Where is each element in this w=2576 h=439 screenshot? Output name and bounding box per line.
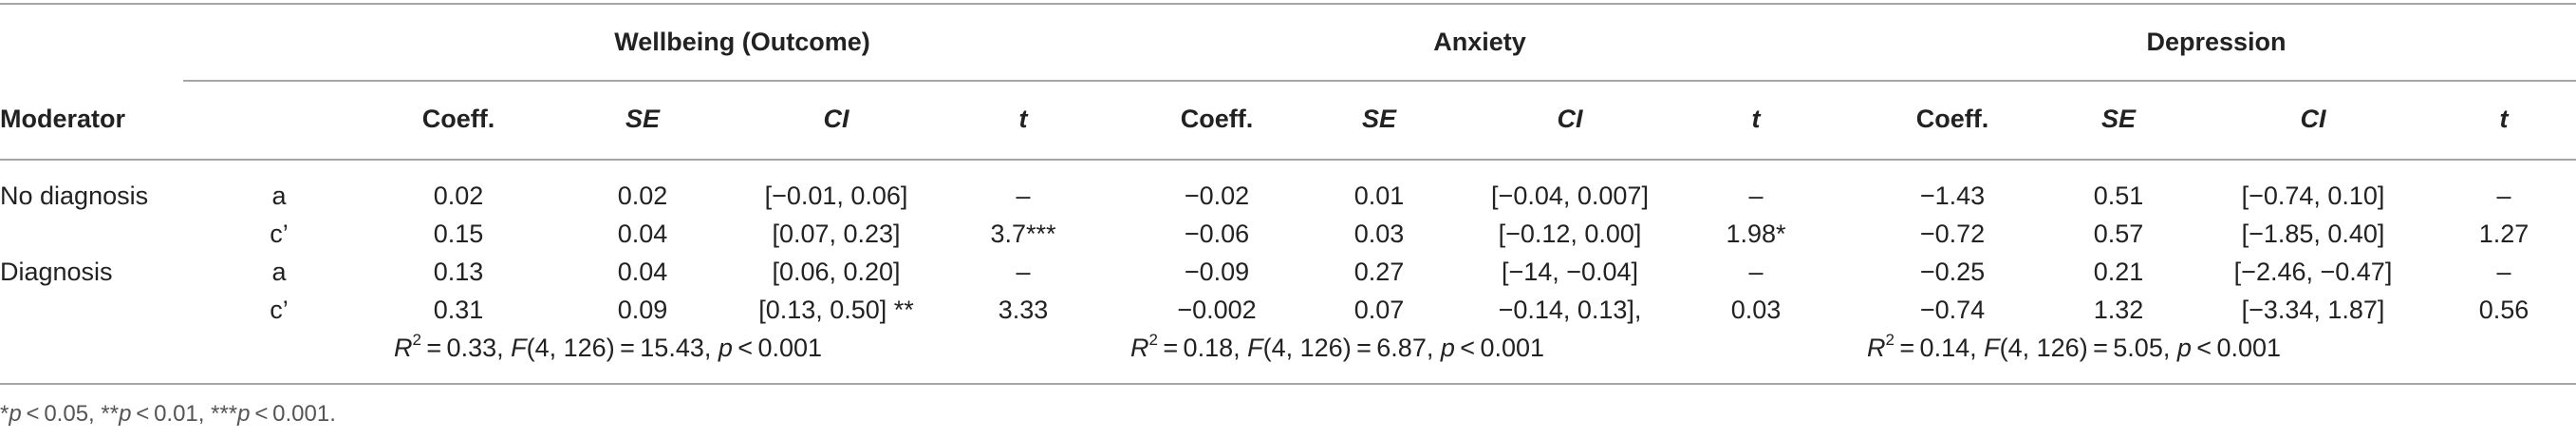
wellbeing-t-cell: 3.7*** bbox=[990, 220, 1056, 248]
anxiety-se-cell: 0.07 bbox=[1353, 296, 1405, 324]
depression-coeff-cell: −1.43 bbox=[1919, 181, 1986, 210]
wellbeing-ci-cell: [0.06, 0.20] bbox=[772, 258, 901, 286]
column-header-rule bbox=[0, 159, 2576, 161]
wellbeing-coeff-cell: 0.15 bbox=[433, 220, 484, 248]
group-header-rule bbox=[183, 80, 2576, 82]
df-value: 4, 126 bbox=[2007, 334, 2080, 362]
depression-se-cell: 0.57 bbox=[2093, 220, 2144, 248]
r2-value: 0.14 bbox=[1919, 334, 1970, 362]
df-value: 4, 126 bbox=[1271, 334, 1343, 362]
group-header-wellbeing: Wellbeing (Outcome) bbox=[614, 28, 870, 56]
path-cell: c’ bbox=[270, 220, 289, 248]
p-value: 0.001 bbox=[757, 334, 823, 362]
anxiety-coeff-cell: −0.02 bbox=[1184, 181, 1250, 210]
depression-se-cell: 0.21 bbox=[2093, 258, 2144, 286]
col-header-ci-wellbeing: CI bbox=[823, 105, 849, 133]
anxiety-se-cell: 0.01 bbox=[1353, 181, 1405, 210]
depression-se-cell: 0.51 bbox=[2093, 181, 2144, 210]
group-header-depression: Depression bbox=[2146, 28, 2287, 56]
anxiety-coeff-cell: −0.09 bbox=[1184, 258, 1250, 286]
wellbeing-coeff-cell: 0.31 bbox=[433, 296, 484, 324]
anxiety-ci-cell: [−0.12, 0.00] bbox=[1498, 220, 1642, 248]
wellbeing-t-cell: – bbox=[1016, 258, 1031, 286]
path-cell: c’ bbox=[270, 296, 289, 324]
depression-ci-cell: [−2.46, −0.47] bbox=[2233, 258, 2393, 286]
depression-t-cell: 1.27 bbox=[2478, 220, 2529, 248]
anxiety-t-cell: 1.98* bbox=[1726, 220, 1786, 248]
top-rule bbox=[0, 3, 2576, 5]
wellbeing-se-cell: 0.04 bbox=[617, 220, 668, 248]
p-value: 0.001 bbox=[1480, 334, 1545, 362]
wellbeing-ci-cell: [0.13, 0.50] ** bbox=[758, 296, 914, 324]
depression-coeff-cell: −0.25 bbox=[1919, 258, 1986, 286]
col-header-ci-anxiety: CI bbox=[1557, 105, 1583, 133]
col-header-t-depression: t bbox=[2499, 105, 2509, 133]
depression-ci-cell: [−3.34, 1.87] bbox=[2241, 296, 2385, 324]
bottom-rule bbox=[0, 383, 2576, 385]
wellbeing-se-cell: 0.02 bbox=[617, 181, 668, 210]
wellbeing-coeff-cell: 0.13 bbox=[433, 258, 484, 286]
depression-coeff-cell: −0.72 bbox=[1919, 220, 1986, 248]
col-header-coeff-anxiety: Coeff. bbox=[1180, 105, 1254, 133]
moderator-cell: No diagnosis bbox=[0, 181, 149, 210]
wellbeing-t-cell: 3.33 bbox=[998, 296, 1049, 324]
depression-ci-cell: [−1.85, 0.40] bbox=[2241, 220, 2385, 248]
wellbeing-coeff-cell: 0.02 bbox=[433, 181, 484, 210]
anxiety-ci-cell: −0.14, 0.13], bbox=[1498, 296, 1642, 324]
wellbeing-ci-cell: [−0.01, 0.06] bbox=[764, 181, 908, 210]
anxiety-ci-cell: [−0.04, 0.007] bbox=[1491, 181, 1649, 210]
depression-coeff-cell: −0.74 bbox=[1919, 296, 1986, 324]
anxiety-t-cell: 0.03 bbox=[1730, 296, 1782, 324]
wellbeing-se-cell: 0.04 bbox=[617, 258, 668, 286]
f-value: 15.43 bbox=[640, 334, 704, 362]
wellbeing-se-cell: 0.09 bbox=[617, 296, 668, 324]
f-value: 5.05 bbox=[2113, 334, 2163, 362]
anxiety-coeff-cell: −0.06 bbox=[1184, 220, 1250, 248]
depression-t-cell: – bbox=[2496, 181, 2511, 210]
anxiety-t-cell: – bbox=[1748, 258, 1764, 286]
depression-t-cell: – bbox=[2496, 258, 2511, 286]
table-footnote: *p < 0.05, **p < 0.01, ***p < 0.001. bbox=[0, 401, 336, 427]
p-value: 0.001 bbox=[2216, 334, 2282, 362]
model-fit-depression: R2 = 0.14, F(4, 126) = 5.05, p < 0.001 bbox=[1867, 331, 2282, 362]
depression-se-cell: 1.32 bbox=[2093, 296, 2144, 324]
anxiety-ci-cell: [−14, −0.04] bbox=[1501, 258, 1639, 286]
depression-ci-cell: [−0.74, 0.10] bbox=[2241, 181, 2385, 210]
group-header-anxiety: Anxiety bbox=[1433, 28, 1526, 56]
r2-value: 0.33 bbox=[446, 334, 497, 362]
model-fit-wellbeing: R2 = 0.33, F(4, 126) = 15.43, p < 0.001 bbox=[394, 331, 823, 362]
r2-value: 0.18 bbox=[1183, 334, 1234, 362]
anxiety-t-cell: – bbox=[1748, 181, 1764, 210]
col-header-se-depression: SE bbox=[2100, 105, 2137, 133]
wellbeing-t-cell: – bbox=[1016, 181, 1031, 210]
depression-t-cell: 0.56 bbox=[2478, 296, 2529, 324]
moderator-cell: Diagnosis bbox=[0, 258, 113, 286]
col-header-t-anxiety: t bbox=[1751, 105, 1761, 133]
wellbeing-ci-cell: [0.07, 0.23] bbox=[772, 220, 901, 248]
df-value: 4, 126 bbox=[534, 334, 607, 362]
anxiety-se-cell: 0.03 bbox=[1353, 220, 1405, 248]
moderator-column-header: Moderator bbox=[0, 105, 126, 133]
col-header-se-anxiety: SE bbox=[1361, 105, 1397, 133]
col-header-coeff-depression: Coeff. bbox=[1915, 105, 1989, 133]
path-cell: a bbox=[271, 181, 287, 210]
model-fit-anxiety: R2 = 0.18, F(4, 126) = 6.87, p < 0.001 bbox=[1130, 331, 1545, 362]
col-header-se-wellbeing: SE bbox=[625, 105, 661, 133]
f-value: 6.87 bbox=[1376, 334, 1427, 362]
anxiety-se-cell: 0.27 bbox=[1353, 258, 1405, 286]
path-cell: a bbox=[271, 258, 287, 286]
col-header-ci-depression: CI bbox=[2300, 105, 2326, 133]
col-header-t-wellbeing: t bbox=[1018, 105, 1028, 133]
col-header-coeff-wellbeing: Coeff. bbox=[421, 105, 495, 133]
anxiety-coeff-cell: −0.002 bbox=[1177, 296, 1257, 324]
